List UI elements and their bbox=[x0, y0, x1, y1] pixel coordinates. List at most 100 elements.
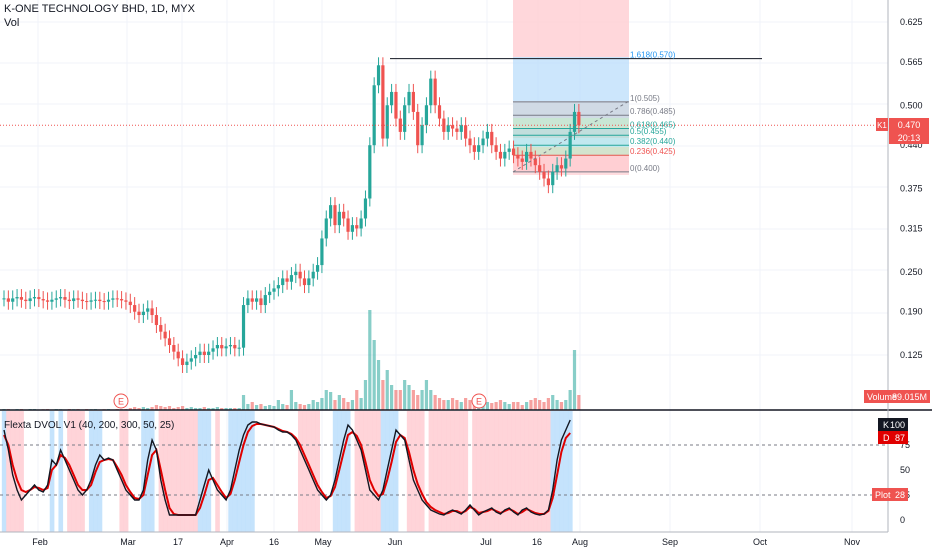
indicator-background-bars bbox=[1, 411, 573, 532]
volume-bar bbox=[446, 400, 450, 410]
volume-bar bbox=[572, 350, 577, 410]
indicator-background-bar bbox=[515, 411, 521, 532]
candle-body bbox=[115, 298, 119, 300]
indicator-background-bar bbox=[19, 411, 24, 532]
long-position-risk-zone bbox=[513, 0, 629, 57]
candle-body bbox=[224, 346, 228, 349]
volume-bar bbox=[420, 390, 424, 410]
indicator-background-bar bbox=[563, 411, 569, 532]
candle-body bbox=[320, 238, 324, 266]
candle-body bbox=[76, 298, 80, 300]
volume-bar bbox=[520, 405, 524, 410]
indicator-background-bar bbox=[393, 411, 399, 532]
volume-bar bbox=[150, 407, 154, 410]
svg-text:K1: K1 bbox=[877, 121, 887, 130]
candle-body bbox=[45, 300, 50, 302]
candle-body bbox=[189, 358, 193, 362]
volume-bar bbox=[137, 408, 141, 410]
fib-label-4: 0.5(0.455) bbox=[630, 127, 667, 136]
time-tick: Apr bbox=[220, 537, 234, 547]
time-axis[interactable]: Feb Mar 17 Apr 16 May Jun Jul 16 Aug Sep Oct Nov bbox=[32, 537, 860, 547]
indicator-background-bar bbox=[14, 411, 20, 532]
candle-body bbox=[133, 305, 137, 312]
indicator-background-bar bbox=[406, 411, 412, 532]
volume-bar bbox=[224, 408, 228, 410]
volume-bar bbox=[228, 408, 233, 410]
candle-body bbox=[481, 138, 485, 146]
volume-legend[interactable]: Vol bbox=[4, 17, 20, 29]
candle-body bbox=[185, 361, 189, 365]
candle-body bbox=[150, 308, 154, 316]
candle-body bbox=[568, 131, 572, 159]
volume-bar bbox=[398, 390, 402, 410]
candle-body bbox=[172, 345, 176, 352]
volume-bar bbox=[389, 385, 394, 410]
candle-body bbox=[381, 65, 385, 139]
indicator-background-bar bbox=[162, 411, 168, 532]
time-tick: Jun bbox=[388, 537, 403, 547]
candle-body bbox=[159, 325, 163, 332]
indicator-background-bar bbox=[119, 411, 125, 532]
volume-bar bbox=[394, 390, 398, 410]
candle-body bbox=[490, 131, 494, 146]
svg-text:E: E bbox=[476, 397, 482, 407]
price-tick: 0.500 bbox=[900, 100, 923, 110]
indicator-background-bar bbox=[167, 411, 172, 532]
svg-text:K: K bbox=[883, 420, 889, 430]
candle-body bbox=[211, 348, 215, 352]
volume-bar bbox=[538, 400, 542, 410]
plot-badge: Plot 28 bbox=[872, 488, 908, 501]
k-badge: K 100 bbox=[878, 418, 908, 431]
time-tick: Nov bbox=[844, 537, 861, 547]
indicator-background-bar bbox=[228, 411, 233, 532]
candle-body bbox=[485, 131, 490, 139]
indicator-background-bar bbox=[215, 411, 220, 532]
candle-body bbox=[437, 105, 442, 119]
candle-body bbox=[511, 148, 516, 156]
volume-bar bbox=[294, 402, 298, 410]
candle-body bbox=[163, 331, 167, 339]
candle-body bbox=[572, 111, 577, 132]
volume-bar bbox=[246, 404, 250, 410]
candle-body bbox=[459, 125, 463, 132]
indicator-background-bar bbox=[376, 411, 382, 532]
candle-body bbox=[350, 225, 354, 232]
indicator-background-bar bbox=[428, 411, 434, 532]
volume-bar bbox=[241, 395, 246, 410]
indicator-background-bar bbox=[311, 411, 316, 532]
time-tick: Oct bbox=[753, 537, 768, 547]
candle-body bbox=[342, 211, 346, 219]
candle-body bbox=[63, 297, 67, 300]
candle-body bbox=[11, 298, 15, 302]
candle-body bbox=[559, 165, 564, 169]
indicator-background-bar bbox=[498, 411, 503, 532]
fib-zone-1-0786 bbox=[513, 101, 629, 118]
volume-bar bbox=[215, 407, 219, 410]
candle-body bbox=[180, 358, 185, 365]
volume-bar bbox=[141, 407, 145, 410]
volume-bar bbox=[429, 390, 433, 410]
candle-body bbox=[494, 145, 498, 152]
price-axis[interactable]: 0.625 0.565 0.500 0.440 0.375 0.315 0.250 0.190… bbox=[900, 17, 923, 360]
volume-bar bbox=[372, 340, 376, 410]
fib-zone-0236-0 bbox=[513, 156, 629, 172]
volume-bar bbox=[559, 402, 564, 410]
volume-bar bbox=[211, 408, 215, 410]
candle-body bbox=[276, 285, 280, 289]
candle-body bbox=[176, 351, 180, 359]
indicator-background-bar bbox=[75, 411, 81, 532]
time-tick: Sep bbox=[662, 537, 678, 547]
svg-text:20:13: 20:13 bbox=[898, 133, 921, 143]
volume-bar bbox=[133, 407, 137, 410]
candle-body bbox=[285, 278, 289, 282]
time-tick: Jul bbox=[480, 537, 492, 547]
indicator-legend[interactable]: Flexta DVOL V1 (40, 200, 300, 50, 25) bbox=[4, 420, 175, 431]
indicator-background-bar bbox=[437, 411, 442, 532]
volume-bar bbox=[403, 380, 407, 410]
chart-title[interactable]: K-ONE TECHNOLOGY BHD, 1D, MYX bbox=[4, 3, 195, 15]
earnings-marker-1[interactable]: E bbox=[113, 393, 129, 409]
indicator-background-bar bbox=[450, 411, 456, 532]
earnings-marker-2[interactable]: E bbox=[471, 393, 487, 409]
candle-body bbox=[525, 151, 529, 162]
